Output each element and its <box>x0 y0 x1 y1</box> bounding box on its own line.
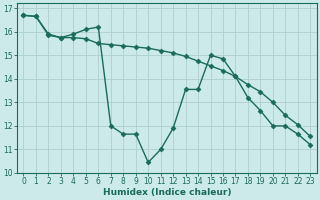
X-axis label: Humidex (Indice chaleur): Humidex (Indice chaleur) <box>103 188 231 197</box>
